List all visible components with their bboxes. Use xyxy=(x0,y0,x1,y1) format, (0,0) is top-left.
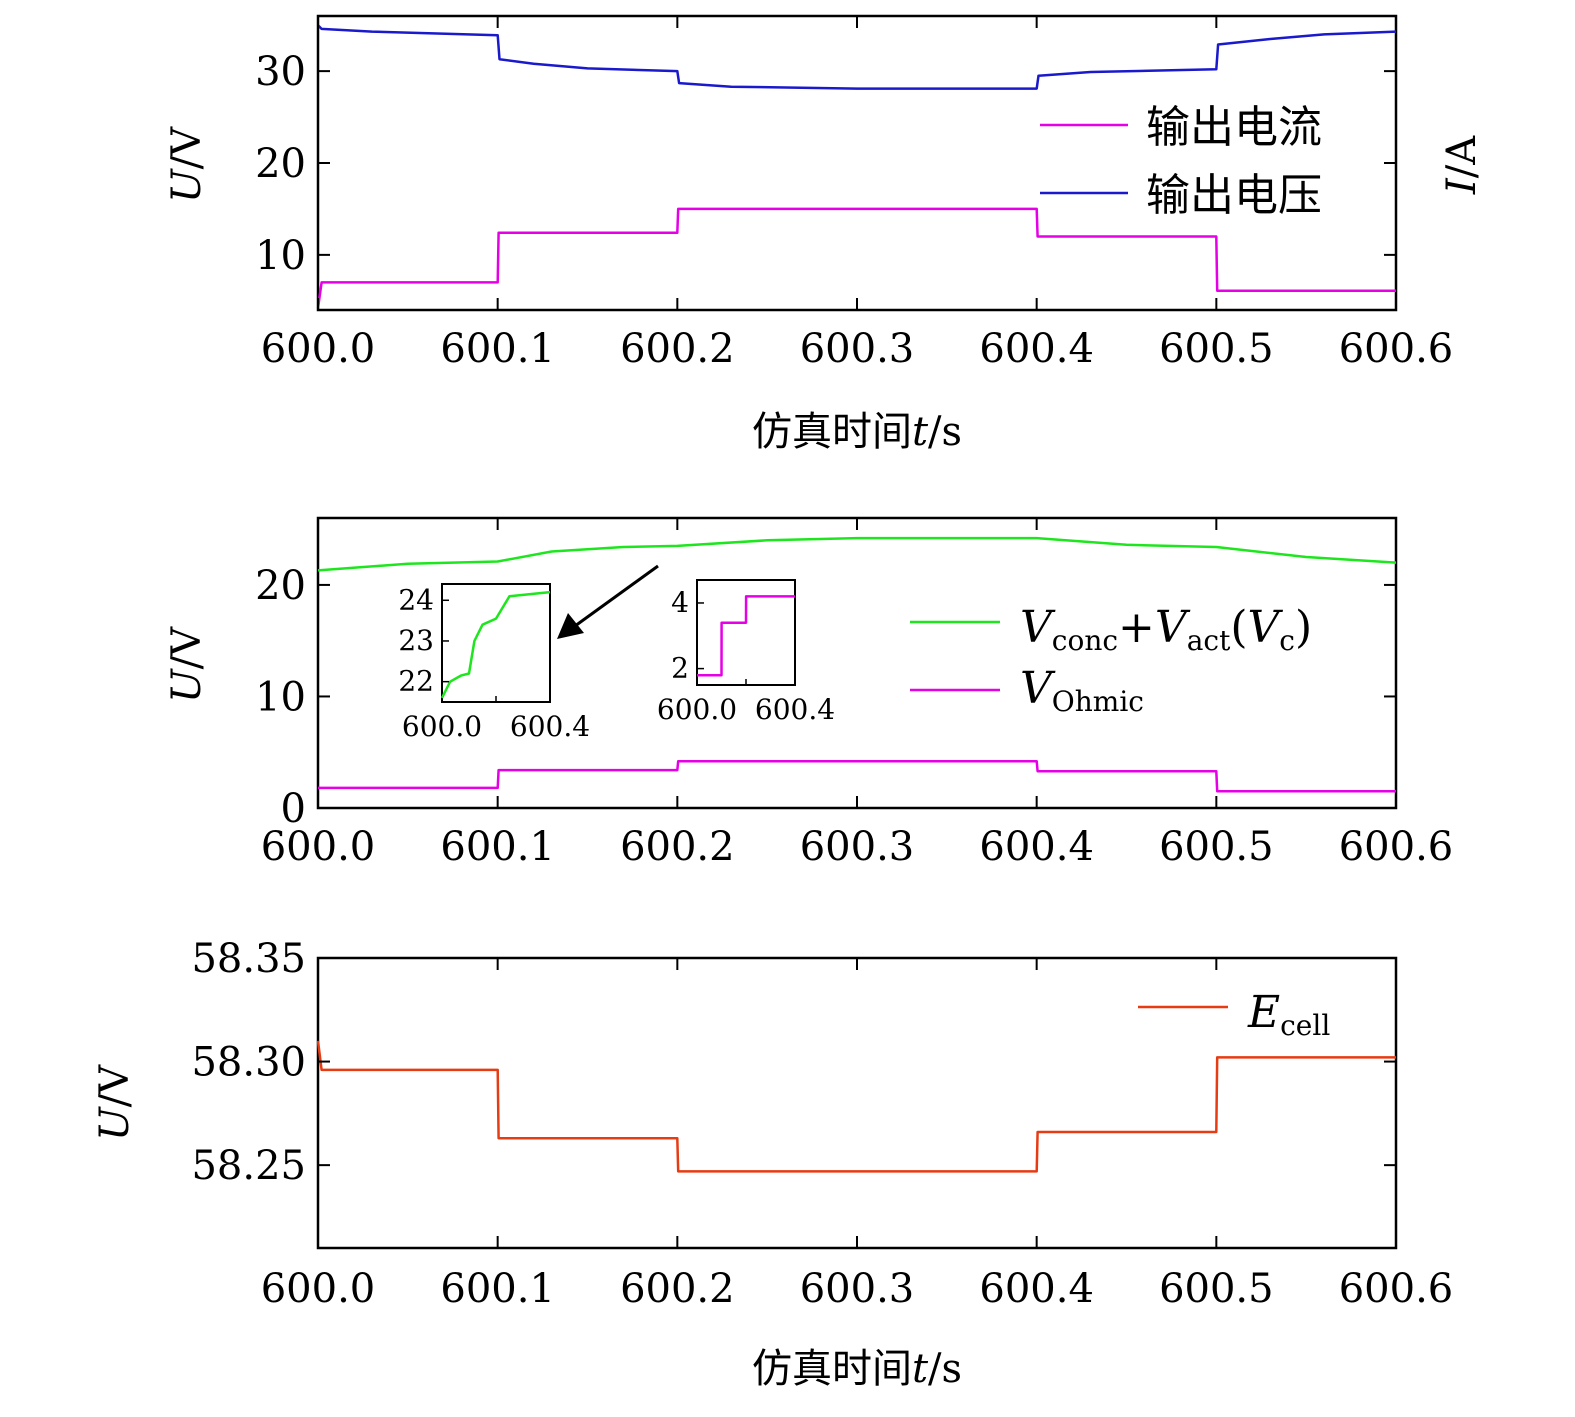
series-line-1 xyxy=(317,536,1397,572)
x-tick-label: 600.1 xyxy=(440,326,555,372)
legend-3: Ecell xyxy=(1138,987,1330,1042)
x-tick-label: 600.1 xyxy=(440,1266,555,1312)
inset-x-tick-label: 600.4 xyxy=(510,710,590,743)
inset-lines-2 xyxy=(697,595,795,677)
x-tick-label: 600.1 xyxy=(440,824,555,870)
y-tick-label: 10 xyxy=(255,674,306,720)
inset-x-tick-label: 600.0 xyxy=(657,693,737,726)
inset-lines-1 xyxy=(440,590,551,699)
x-tick-label: 600.2 xyxy=(620,1266,735,1312)
x-label-1: 仿真时间t/s xyxy=(752,409,962,455)
inset-y-tick-label: 2 xyxy=(671,652,689,685)
x-tick-label: 600.3 xyxy=(800,326,915,372)
inset-vconc-vact: 22 23 24 600.0 600.4 xyxy=(398,583,590,743)
legend-1: 输出电流 输出电压 xyxy=(1040,102,1322,221)
x-tick-label: 600.6 xyxy=(1339,1266,1454,1312)
inset-vohmic: 2 4 600.0 600.4 xyxy=(657,579,835,726)
plot-area-1 xyxy=(316,14,1398,312)
inset-ticks-2: 2 4 600.0 600.4 xyxy=(657,586,835,726)
y-tick-label: 58.35 xyxy=(191,936,306,982)
plot-lines-1 xyxy=(316,24,1397,309)
panel-2: 600.0 600.1 600.2 600.3 600.4 600.5 600.6 0 10 20… xyxy=(164,516,1453,870)
series-line-2 xyxy=(318,759,1396,793)
plot-lines-3 xyxy=(316,1040,1396,1173)
x-tick-label: 600.4 xyxy=(979,1266,1094,1312)
x-tick-label: 600.4 xyxy=(979,326,1094,372)
series-line-2 xyxy=(317,24,1397,90)
inset-series-line xyxy=(440,590,551,699)
legend-label-vconc-vact: Vconc+Vact(Vc) xyxy=(1020,602,1312,657)
legend-label-ecell: Ecell xyxy=(1247,987,1330,1042)
panel-3: 600.0 600.1 600.2 600.3 600.4 600.5 600.6 58.25… xyxy=(92,936,1453,1392)
x-tick-label: 600.3 xyxy=(800,824,915,870)
pointer-arrow xyxy=(557,564,659,639)
plot-lines-2 xyxy=(317,536,1397,793)
inset-y-tick-label: 24 xyxy=(398,583,434,616)
x-tick-label: 600.5 xyxy=(1159,824,1274,870)
series-line-1 xyxy=(316,207,1396,309)
y-tick-label: 20 xyxy=(255,141,306,187)
y-tick-label: 10 xyxy=(255,233,306,279)
inset-y-tick-label: 23 xyxy=(398,624,434,657)
x-tick-label: 600.2 xyxy=(620,326,735,372)
series-line-1 xyxy=(316,1040,1396,1173)
inset-series-line xyxy=(697,595,795,677)
y-label-left-2: U/V xyxy=(164,626,210,703)
panel-1: 600.0 600.1 600.2 600.3 600.4 600.5 600.6 10 20 3… xyxy=(164,14,1485,455)
y-tick-label: 58.25 xyxy=(191,1143,306,1189)
y-tick-label: 20 xyxy=(255,563,306,609)
legend-2: Vconc+Vact(Vc) VOhmic xyxy=(910,602,1312,718)
x-tick-label: 600.2 xyxy=(620,824,735,870)
x-tick-label: 600.6 xyxy=(1339,326,1454,372)
x-tick-label: 600.6 xyxy=(1339,824,1454,870)
inset-y-tick-label: 4 xyxy=(671,586,689,619)
inset-x-tick-label: 600.0 xyxy=(402,710,482,743)
legend-label-vohmic: VOhmic xyxy=(1020,663,1144,718)
y-tick-label: 30 xyxy=(255,49,306,95)
x-tick-label: 600.3 xyxy=(800,1266,915,1312)
inset-ticks-1: 22 23 24 600.0 600.4 xyxy=(398,583,590,743)
x-label-3: 仿真时间t/s xyxy=(752,1346,962,1392)
x-tick-label: 600.0 xyxy=(261,326,376,372)
legend-label-voltage: 输出电压 xyxy=(1146,170,1322,221)
y-tick-label: 58.30 xyxy=(191,1040,306,1086)
y-label-left-3: U/V xyxy=(92,1064,138,1141)
inset-plot-area-1 xyxy=(441,583,551,703)
x-tick-label: 600.4 xyxy=(979,824,1094,870)
ticks-1: 600.0 600.1 600.2 600.3 600.4 600.5 600.6 10 20 3… xyxy=(255,16,1453,372)
x-tick-label: 600.0 xyxy=(261,1266,376,1312)
inset-y-tick-label: 22 xyxy=(398,665,434,698)
x-tick-label: 600.5 xyxy=(1159,326,1274,372)
x-tick-label: 600.5 xyxy=(1159,1266,1274,1312)
ticks-3: 600.0 600.1 600.2 600.3 600.4 600.5 600.6 58.25… xyxy=(191,936,1453,1312)
y-label-right-1: I/A xyxy=(1439,135,1485,195)
ticks-2: 600.0 600.1 600.2 600.3 600.4 600.5 600.6 0 10 20 xyxy=(255,518,1453,870)
x-tick-label: 600.0 xyxy=(261,824,376,870)
y-tick-label: 0 xyxy=(281,786,306,832)
plot-area-3 xyxy=(316,956,1398,1250)
inset-x-tick-label: 600.4 xyxy=(755,693,835,726)
legend-label-current: 输出电流 xyxy=(1146,102,1322,153)
y-label-left-1: U/V xyxy=(164,126,210,203)
